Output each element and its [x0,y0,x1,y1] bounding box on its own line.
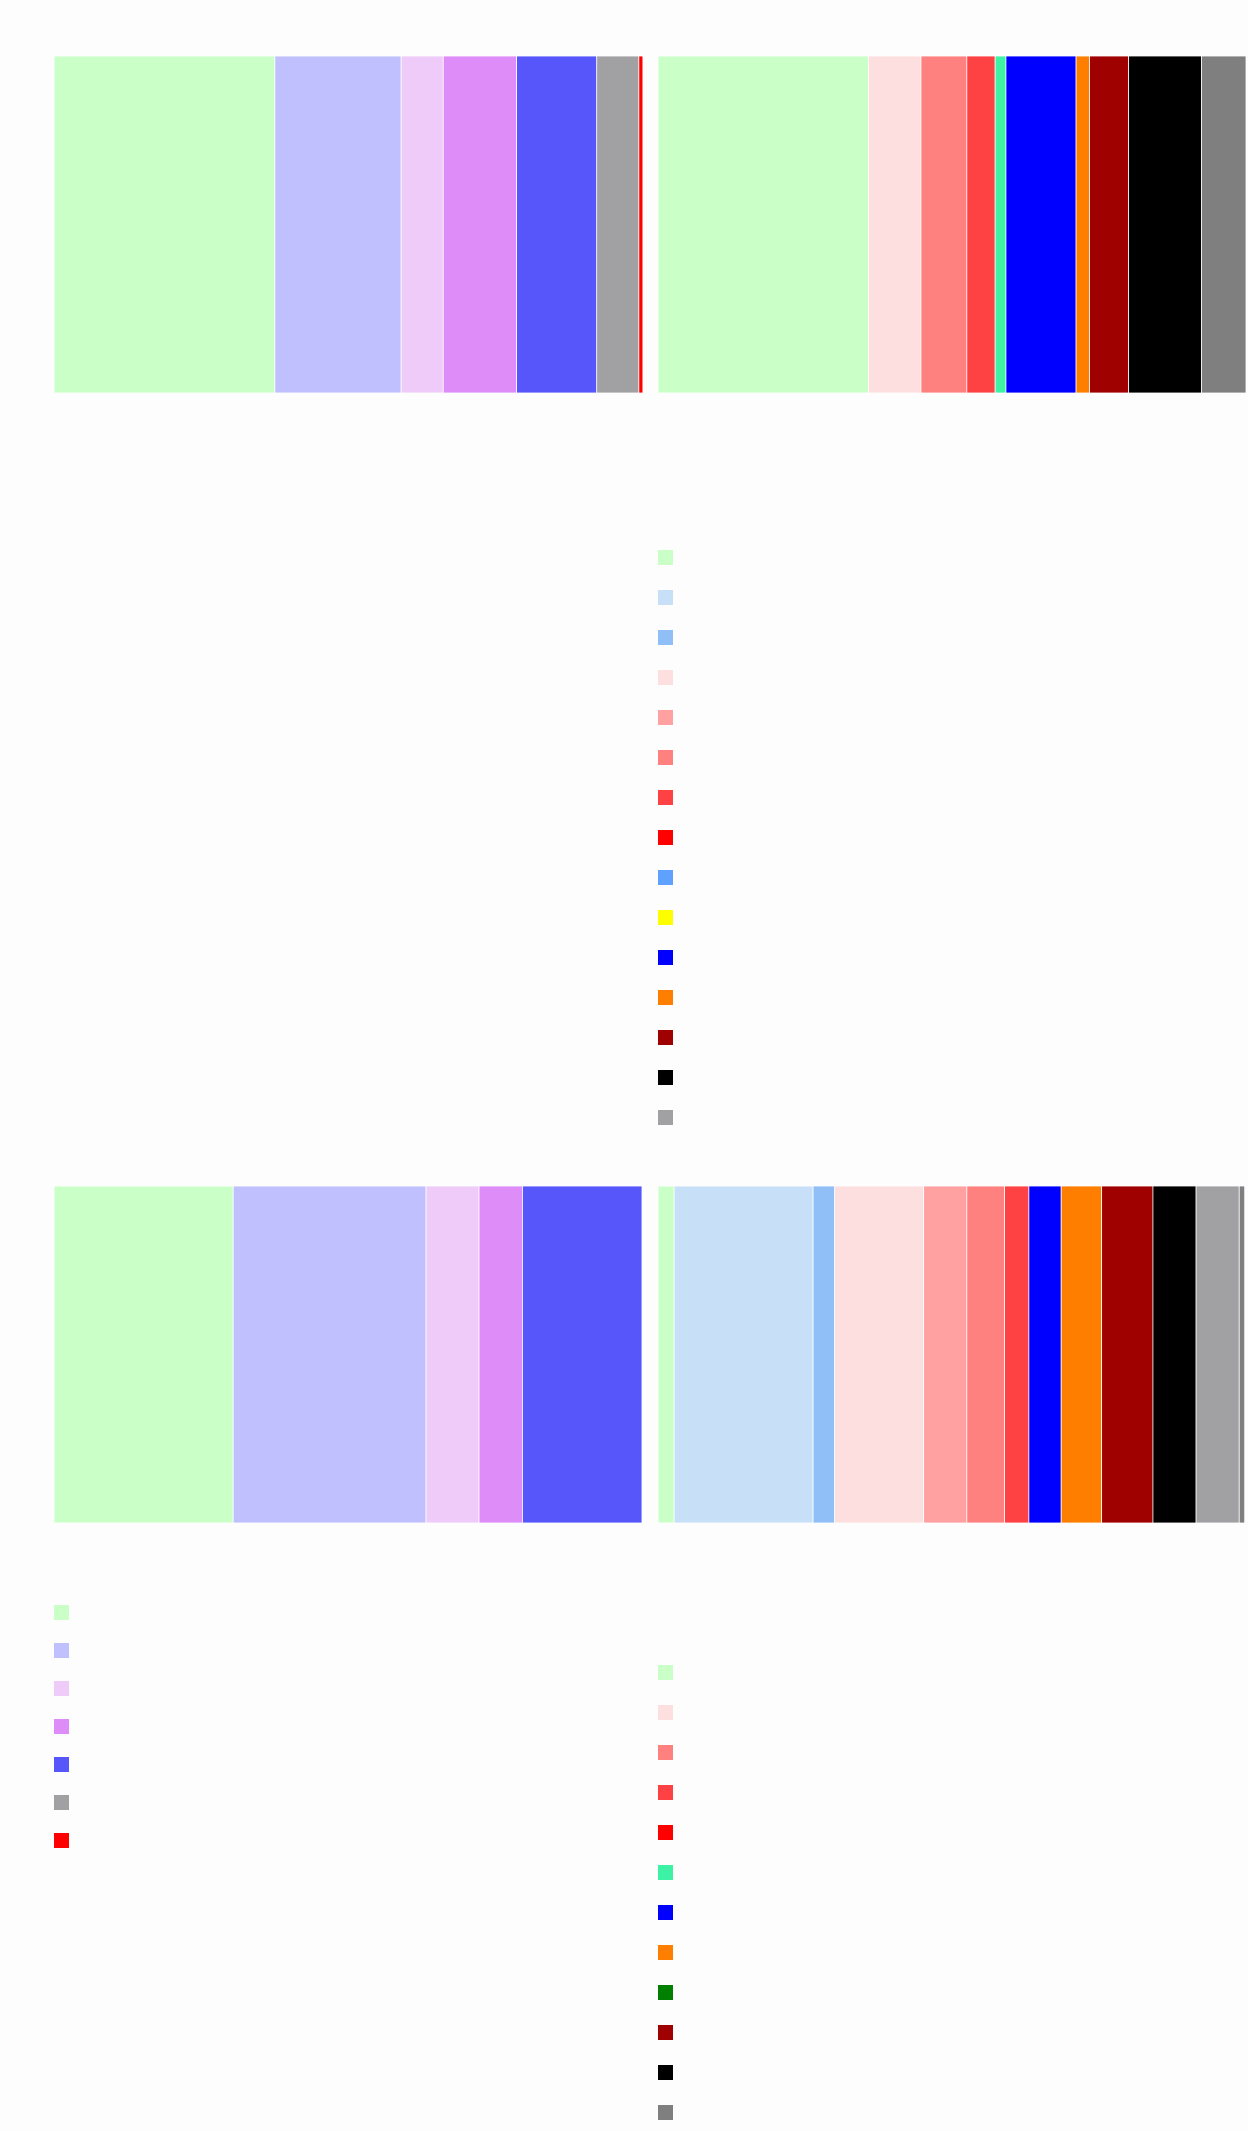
legend-swatch [54,1681,69,1696]
bar-segment-5 [522,1185,643,1524]
legend-swatch [658,1665,673,1680]
legend-swatch [658,1945,673,1960]
chart-1 [53,55,644,394]
bar-segment-13 [1238,1185,1246,1524]
legend-swatch [658,550,673,565]
bar-segment-7 [1004,1185,1030,1524]
legend-swatch [54,1719,69,1734]
legend-swatch [658,670,673,685]
bar-segment-3 [400,55,444,394]
bar-segment-9 [1060,1185,1103,1524]
legend-swatch [658,710,673,725]
legend-swatch [658,2025,673,2040]
legend-swatch [658,1785,673,1800]
chart-4 [657,1185,1246,1524]
bar-segment-3 [425,1185,480,1524]
legend-swatch [658,1825,673,1840]
legend-swatch [658,590,673,605]
legend-swatch [54,1643,69,1658]
bar-segment-4 [966,55,996,394]
legend-swatch [658,1030,673,1045]
legend-swatch [54,1605,69,1620]
chart-2 [657,55,1247,394]
bar-segment-1 [53,55,276,394]
bar-segment-3 [920,55,968,394]
bar-segment-5 [923,1185,968,1524]
legend-swatch [54,1795,69,1810]
legend-swatch [54,1833,69,1848]
bar-segment-12 [1195,1185,1240,1524]
bar-segment-10 [1201,55,1247,394]
bar-segment-1 [657,55,869,394]
bar-segment-6 [966,1185,1005,1524]
legend-swatch [658,1070,673,1085]
bar-segment-11 [1152,1185,1197,1524]
legend-swatch [658,790,673,805]
bar-segment-3 [812,1185,836,1524]
legend-swatch [54,1757,69,1772]
legend-swatch [658,630,673,645]
legend-swatch [658,2065,673,2080]
bar-segment-1 [53,1185,234,1524]
bar-segment-2 [673,1185,814,1524]
bar-segment-4 [834,1185,925,1524]
legend-swatch [658,950,673,965]
bar-segment-10 [1101,1185,1154,1524]
legend-1 [54,1605,69,1848]
bar-segment-1 [657,1185,675,1524]
legend-4 [658,550,673,1125]
legend-swatch [658,1905,673,1920]
legend-swatch [658,2105,673,2120]
bar-segment-2 [274,55,402,394]
bar-segment-5 [994,55,1007,394]
legend-swatch [658,830,673,845]
legend-swatch [658,1865,673,1880]
bar-segment-9 [1128,55,1202,394]
legend-swatch [658,910,673,925]
bar-segment-6 [596,55,640,394]
legend-swatch [658,1745,673,1760]
legend-2 [658,1665,673,2120]
bar-segment-7 [638,55,644,394]
bar-segment-8 [1028,1185,1062,1524]
legend-swatch [658,1705,673,1720]
bar-segment-4 [442,55,517,394]
bar-segment-2 [867,55,922,394]
legend-swatch [658,1110,673,1125]
bar-segment-2 [232,1185,427,1524]
bar-segment-5 [516,55,598,394]
bar-segment-7 [1075,55,1090,394]
legend-swatch [658,1985,673,2000]
bar-segment-8 [1089,55,1130,394]
legend-swatch [658,870,673,885]
chart-3 [53,1185,643,1524]
legend-swatch [658,750,673,765]
bar-segment-4 [478,1185,523,1524]
legend-swatch [658,990,673,1005]
bar-segment-6 [1005,55,1077,394]
